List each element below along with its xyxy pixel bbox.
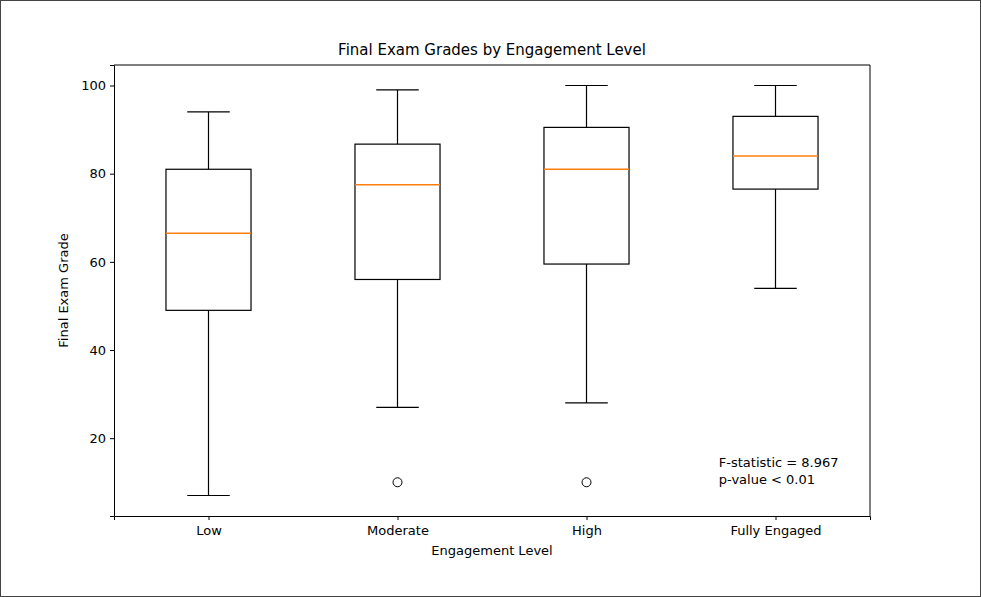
- plot: 20 40 60 80 100 Low Moderate High Fully Engaged F…: [81, 65, 870, 538]
- y-tick-mark: [110, 174, 114, 175]
- x-axis-line: [115, 517, 871, 521]
- y-tick-label: 80: [89, 166, 106, 181]
- y-tick: 20: [89, 431, 114, 446]
- lower-cap: [565, 402, 608, 403]
- figure-frame: [1, 1, 981, 597]
- median: [733, 155, 818, 157]
- lower-cap: [754, 288, 797, 289]
- y-axis-line: [110, 66, 115, 517]
- x-tick-label: Low: [196, 523, 222, 538]
- box: [355, 90, 440, 487]
- x-tick: High: [572, 516, 602, 538]
- median: [166, 232, 251, 234]
- upper-whisker: [775, 86, 776, 117]
- lower-whisker: [586, 264, 587, 403]
- x-tick-mark: [587, 516, 588, 520]
- x-tick-mark: [776, 516, 777, 520]
- y-tick: 40: [89, 343, 114, 358]
- boxes: [166, 86, 818, 496]
- y-tick: 80: [89, 166, 114, 181]
- x-tick-mark: [398, 516, 399, 520]
- x-tick: Fully Engaged: [730, 516, 821, 538]
- y-tick-mark: [110, 262, 114, 263]
- x-tick: Moderate: [367, 516, 429, 538]
- y-tick-mark: [110, 438, 114, 439]
- y-tick: 60: [89, 255, 114, 270]
- y-axis: 20 40 60 80 100: [81, 66, 114, 517]
- box-body: [733, 116, 818, 189]
- annotation: p-value < 0.01: [719, 472, 815, 487]
- median: [355, 184, 440, 186]
- x-tick-label: High: [572, 523, 602, 538]
- y-tick-mark: [110, 350, 114, 351]
- y-tick-label: 60: [89, 255, 106, 270]
- box-body: [166, 169, 251, 310]
- y-tick-label: 40: [89, 343, 106, 358]
- box: [544, 86, 629, 487]
- lower-cap: [187, 495, 230, 496]
- y-axis-title: Final Exam Grade: [56, 233, 71, 347]
- upper-cap: [187, 111, 230, 112]
- right-spine: [870, 65, 871, 516]
- top-spine: [114, 65, 870, 66]
- box: [166, 112, 251, 496]
- x-tick-label: Moderate: [367, 523, 429, 538]
- y-tick: 100: [81, 78, 114, 93]
- x-tick-mark: [209, 516, 210, 520]
- upper-whisker: [397, 90, 398, 144]
- x-axis: Low Moderate High Fully Engaged: [115, 516, 871, 538]
- lower-whisker: [208, 310, 209, 495]
- lower-whisker: [397, 279, 398, 407]
- upper-whisker: [208, 112, 209, 169]
- box: [733, 86, 818, 289]
- median: [544, 169, 629, 171]
- x-tick-label: Fully Engaged: [730, 523, 821, 538]
- chart: 20 40 60 80 100 Low Moderate High Fully Engaged F…: [0, 0, 981, 597]
- title: Final Exam Grades by Engagement Level: [338, 41, 646, 59]
- upper-cap: [376, 89, 419, 90]
- annotation: F-statistic = 8.967: [719, 455, 839, 470]
- x-axis-title: Engagement Level: [431, 543, 552, 558]
- lower-cap: [376, 407, 419, 408]
- flier: [582, 478, 591, 487]
- box-body: [544, 127, 629, 264]
- y-tick-label: 100: [81, 78, 106, 93]
- upper-cap: [565, 85, 608, 86]
- y-tick-mark: [110, 86, 114, 87]
- box-body: [355, 144, 440, 279]
- x-tick: Low: [196, 516, 222, 538]
- flier: [393, 478, 402, 487]
- upper-whisker: [586, 86, 587, 128]
- lower-whisker: [775, 189, 776, 288]
- upper-cap: [754, 85, 797, 86]
- y-tick-label: 20: [89, 431, 106, 446]
